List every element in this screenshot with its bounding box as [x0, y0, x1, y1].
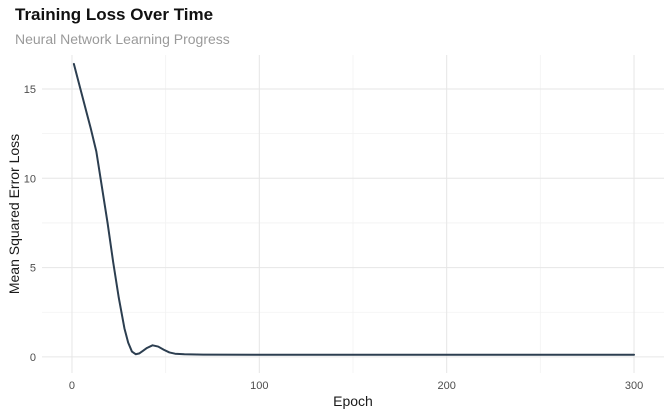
x-tick-label: 0: [69, 380, 75, 392]
y-tick-label: 0: [30, 352, 36, 364]
y-tick-label: 10: [24, 173, 36, 185]
x-tick-label: 300: [625, 380, 643, 392]
y-tick-label: 5: [30, 263, 36, 275]
y-axis-title: Mean Squared Error Loss: [6, 134, 22, 294]
chart-title: Training Loss Over Time: [15, 5, 214, 24]
x-tick-label: 100: [250, 380, 268, 392]
loss-line: [72, 62, 636, 356]
x-axis-title: Epoch: [333, 393, 373, 409]
y-tick-label: 15: [24, 84, 36, 96]
chart-subtitle: Neural Network Learning Progress: [15, 31, 230, 47]
x-tick-label: 200: [437, 380, 455, 392]
